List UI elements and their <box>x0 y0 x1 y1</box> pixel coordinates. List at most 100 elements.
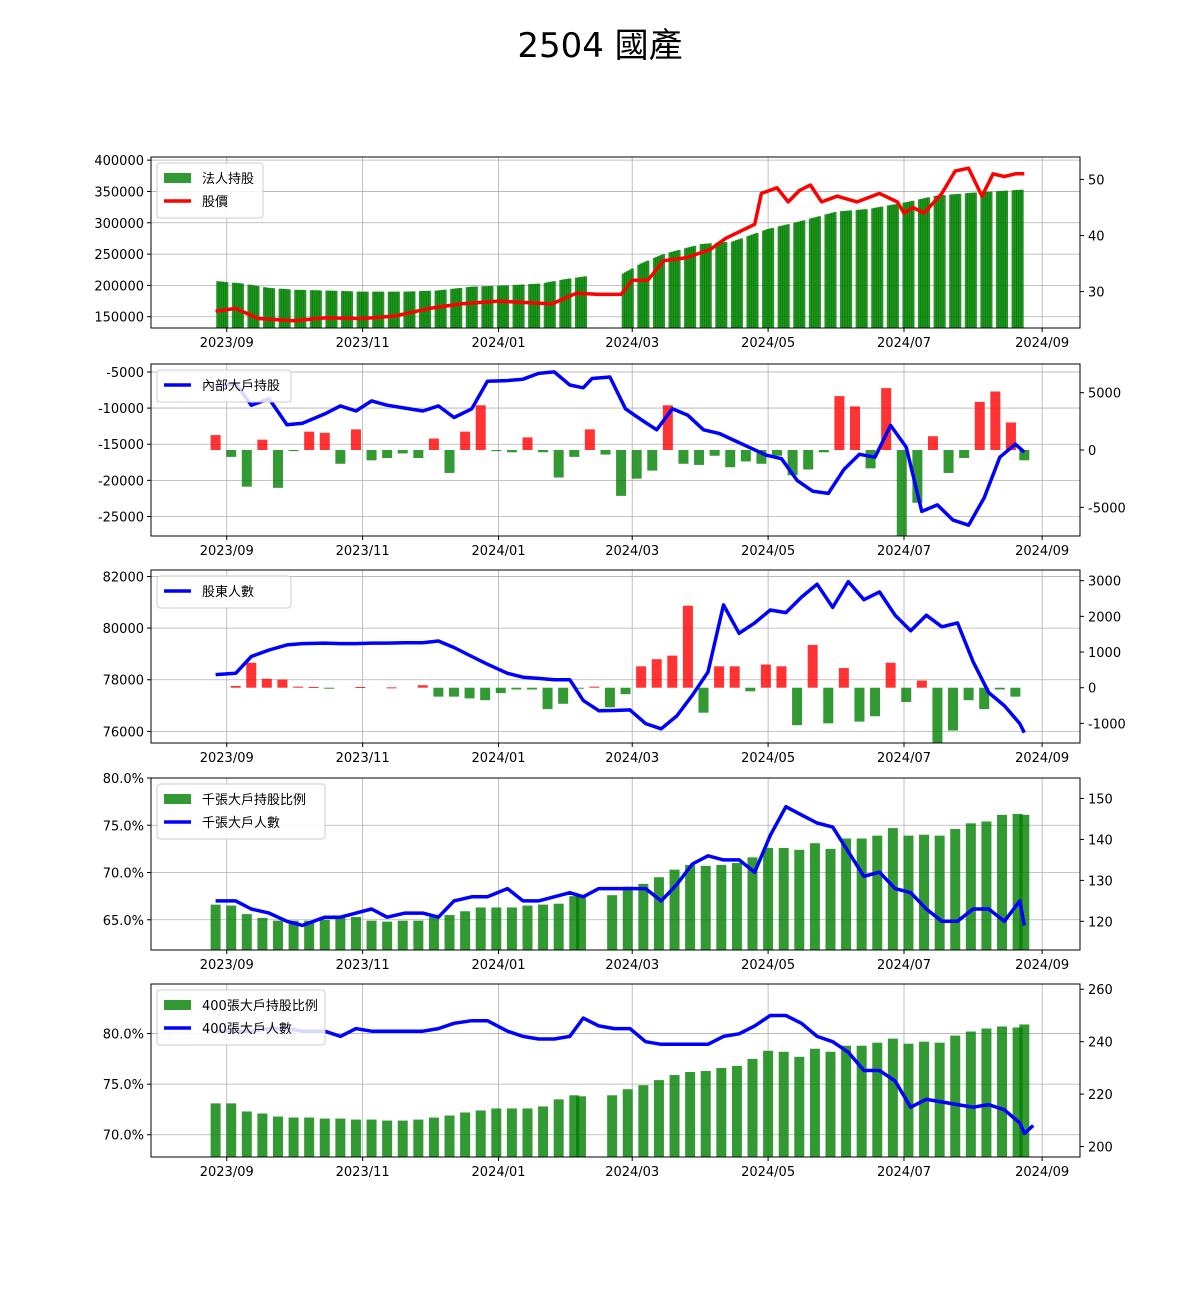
holdings-bar <box>240 283 244 328</box>
holdings-bar <box>231 282 236 328</box>
change-bar <box>943 450 954 473</box>
ratio-bar <box>716 1067 727 1157</box>
ratio-bar <box>428 916 439 950</box>
plot-area <box>215 579 1026 743</box>
x-tick-label: 2024/07 <box>877 336 931 351</box>
holdings-bar <box>746 236 750 328</box>
holders-line <box>215 579 1026 734</box>
holdings-bar <box>877 207 882 328</box>
y-right-tick-label: -1000 <box>1088 717 1126 732</box>
change-bar <box>428 438 439 450</box>
holdings-bar <box>969 192 973 328</box>
change-bar <box>230 685 241 688</box>
holdings-bar <box>501 285 505 328</box>
ratio-bar <box>981 821 992 950</box>
holdings-bar <box>951 194 955 328</box>
ratio-bar <box>288 920 299 950</box>
legend-label: 千張大戶人數 <box>202 816 280 831</box>
holdings-bar <box>982 192 986 328</box>
change-bar <box>506 450 517 453</box>
ratio-bar <box>731 863 742 950</box>
holdings-bar <box>472 286 476 328</box>
change-bar <box>589 686 600 688</box>
change-bar <box>324 687 335 689</box>
holdings-bar <box>871 208 875 328</box>
holdings-bar <box>372 291 376 328</box>
ratio-bar <box>210 1103 221 1157</box>
x-tick-label: 2023/09 <box>200 1165 254 1180</box>
change-bar <box>382 450 393 459</box>
y-right-tick-label: 50 <box>1088 173 1105 188</box>
holdings-bar <box>1020 189 1024 328</box>
ratio-bar <box>872 1042 883 1157</box>
holdings-bar <box>621 273 625 328</box>
holdings-bar <box>639 263 643 328</box>
holdings-bar <box>329 290 334 328</box>
holdings-bar <box>410 291 414 328</box>
holdings-bar <box>808 218 813 328</box>
ratio-bar <box>1019 1024 1030 1157</box>
y-left-tick-label: 82000 <box>103 570 144 585</box>
change-bar <box>261 678 272 688</box>
holdings-bar <box>267 287 271 328</box>
holdings-bar <box>1004 190 1009 328</box>
y-right-tick-label: 220 <box>1088 1088 1113 1103</box>
legend-label: 股價 <box>202 195 228 210</box>
holdings-bar <box>251 285 256 328</box>
holdings-bar <box>889 205 893 328</box>
holdings-bar <box>721 242 726 328</box>
holdings-bar <box>893 204 897 328</box>
holdings-bar <box>795 222 799 328</box>
change-bar <box>792 687 803 726</box>
holdings-bar <box>436 290 440 328</box>
holdings-bar <box>828 213 833 328</box>
ratio-bar <box>506 1108 517 1157</box>
holdings-bar <box>628 269 632 328</box>
x-tick-label: 2024/07 <box>877 544 931 559</box>
legend-swatch-bar <box>164 794 191 804</box>
change-bar <box>932 687 943 743</box>
holdings-bar <box>349 291 354 328</box>
x-tick-label: 2024/09 <box>1015 751 1069 766</box>
change-bar <box>448 687 459 697</box>
ratio-bar <box>522 905 533 950</box>
change-bar <box>709 450 720 456</box>
change-bar <box>694 450 705 465</box>
holdings-bar <box>519 284 523 328</box>
holdings-bar <box>456 288 461 328</box>
holdings-bar <box>363 291 367 328</box>
change-bar <box>838 668 849 688</box>
y-right-tick-label: 30 <box>1088 286 1105 301</box>
holdings-bar <box>715 242 719 328</box>
ratio-bar <box>934 835 945 950</box>
x-tick-label: 2024/01 <box>472 1165 526 1180</box>
x-tick-label: 2024/01 <box>472 958 526 973</box>
legend-box <box>156 369 292 403</box>
holdings-bar <box>443 289 447 328</box>
holders-count-line <box>215 1013 1035 1136</box>
change-bar <box>1019 450 1030 461</box>
ratio-bar <box>538 904 549 950</box>
y-left-tick-label: -15000 <box>98 438 144 453</box>
change-bar <box>304 431 315 450</box>
holdings-bar <box>672 251 677 328</box>
x-tick-label: 2024/07 <box>877 1165 931 1180</box>
holdings-bar <box>677 249 681 328</box>
change-bar <box>745 687 756 692</box>
holdings-bar <box>343 291 347 328</box>
holdings-bar <box>842 210 846 328</box>
holdings-bar <box>218 281 222 328</box>
holdings-bar <box>630 268 634 328</box>
ratio-bar <box>335 917 346 950</box>
y-right-tick-label: 120 <box>1088 915 1113 930</box>
holdings-bar <box>692 245 697 328</box>
change-bar <box>293 686 304 688</box>
change-bar <box>662 405 673 450</box>
holdings-bar <box>300 289 305 328</box>
change-bar <box>714 666 725 688</box>
holdings-bar <box>1013 190 1017 328</box>
change-bar <box>246 662 257 688</box>
holdings-bar <box>378 291 383 328</box>
holdings-bar <box>581 276 585 328</box>
